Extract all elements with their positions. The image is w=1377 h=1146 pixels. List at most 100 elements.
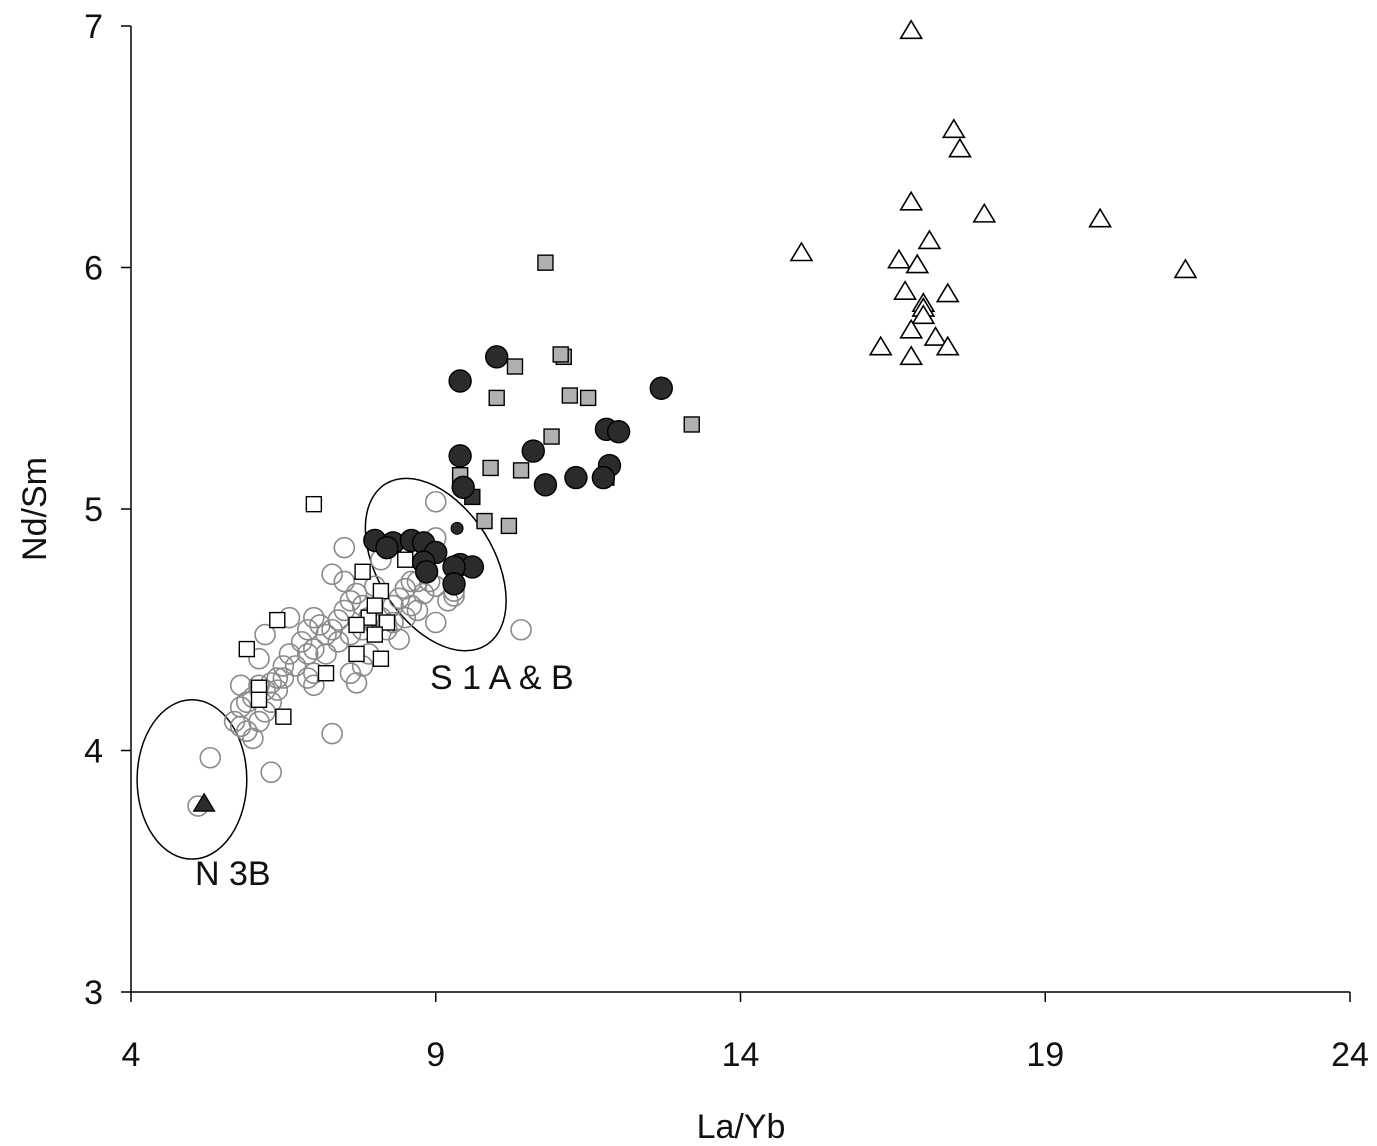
data-point-circle-open-grey [303, 638, 325, 660]
data-point-square-open [269, 611, 286, 629]
data-point-square-grey [543, 428, 560, 445]
y-tick-label: 5 [84, 491, 103, 529]
data-point-square-grey [537, 254, 554, 271]
data-point-circle-open-grey [394, 606, 417, 629]
data-point-circle-open-grey [278, 643, 301, 665]
data-point-triangle-open [948, 137, 972, 158]
data-point-square-open [372, 650, 390, 667]
data-point-circle-dark [649, 376, 673, 400]
data-point-square-open [378, 614, 396, 631]
x-tick-label: 24 [1331, 1036, 1369, 1074]
data-point-square-open [354, 563, 371, 580]
data-point-square-grey [476, 512, 493, 530]
data-point-triangle-open [893, 280, 917, 300]
data-point-circle-open-grey [424, 611, 447, 634]
data-point-triangle-open [789, 241, 814, 262]
data-point-circle-dark [442, 572, 466, 596]
data-point-circle-dark [521, 439, 545, 463]
data-marks [187, 19, 1198, 817]
data-point-triangle-open [905, 253, 930, 274]
data-point-triangle-open [1088, 207, 1113, 228]
data-point-circle-open-grey [345, 582, 368, 605]
data-point-circle-open-grey [229, 674, 252, 697]
data-point-circle-open-grey [321, 563, 343, 586]
data-point-square-open [372, 582, 390, 600]
data-point-circle-open-grey [296, 618, 319, 641]
data-point-square-open [250, 691, 268, 708]
data-point-circle-open-grey [290, 631, 313, 653]
data-point-circle-dark [414, 560, 439, 584]
data-point-circle-open-grey [284, 655, 307, 677]
data-point-square-open [348, 645, 365, 663]
data-point-circle-open-grey [266, 667, 289, 689]
data-point-circle-open-grey [272, 667, 295, 689]
data-point-triangle-open [923, 325, 948, 346]
data-point-square-open [397, 551, 414, 568]
x-axis-title: La/Yb [697, 1108, 786, 1146]
data-point-circle-open-grey [424, 490, 447, 513]
x-tick-label: 9 [426, 1036, 445, 1074]
group-ellipse [136, 699, 248, 860]
data-point-square-open [317, 665, 335, 682]
data-point-square-grey [561, 387, 579, 404]
data-point-circle-open-grey [303, 606, 325, 629]
data-point-square-grey [512, 462, 530, 479]
data-point-circle-dark [451, 475, 475, 499]
data-point-circle-open-grey [321, 722, 343, 745]
data-point-circle-open-grey [333, 570, 356, 593]
data-point-circle-open-grey [333, 536, 356, 559]
data-point-square-grey [683, 416, 700, 433]
data-point-circle-dark [606, 420, 631, 444]
data-point-circle-open-grey [248, 647, 270, 670]
data-point-triangle-open [899, 190, 924, 211]
data-point-triangle-open [899, 318, 924, 339]
data-point-circle-dark [448, 369, 472, 393]
data-point-circle-dark [591, 465, 616, 490]
data-point-square-open [348, 616, 365, 634]
data-point-triangle-open [887, 248, 911, 269]
data-point-triangle-open [899, 19, 924, 40]
y-tick-label: 4 [84, 733, 103, 771]
data-point-circle-open-grey [412, 582, 435, 605]
data-point-circle-open-grey [296, 643, 319, 665]
y-tick-label: 3 [84, 974, 103, 1012]
data-point-circle-open-grey [272, 655, 295, 677]
data-point-triangle-open [911, 304, 936, 325]
data-point-square-grey [579, 389, 597, 407]
data-point-triangle-open [1173, 258, 1198, 279]
data-point-circle-open-grey [254, 623, 276, 646]
y-axis-title: Nd/Sm [16, 457, 54, 561]
data-point-circle-open-grey [309, 614, 331, 636]
annotation-n3b: N 3B [195, 855, 271, 893]
data-point-square-open [305, 495, 323, 513]
data-point-square-grey [488, 389, 505, 407]
data-point-circle-dark [533, 473, 558, 497]
data-point-triangle-open [941, 118, 966, 139]
data-point-circle-dark [485, 345, 509, 369]
data-point-triangle-open [935, 335, 960, 356]
data-point-triangle-open [899, 345, 924, 366]
data-point-triangle-dark [192, 792, 216, 812]
data-point-square-open [366, 626, 383, 643]
data-point-circle-dark [564, 465, 588, 490]
data-point-circle-open-grey [388, 628, 410, 651]
x-tick-label: 14 [722, 1036, 760, 1074]
data-point-circle-open-grey [510, 618, 532, 641]
data-point-circle-open-grey [266, 679, 289, 701]
data-point-triangle-open [917, 229, 942, 250]
data-point-square-grey [500, 517, 518, 535]
data-point-triangle-open [972, 202, 997, 223]
data-point-triangle-open [868, 335, 893, 356]
x-tick-label: 4 [122, 1036, 141, 1074]
data-point-circle-dark-small [450, 521, 464, 535]
x-tick-label: 19 [1026, 1036, 1064, 1074]
y-tick-label: 7 [84, 8, 103, 46]
data-point-circle-open-grey [296, 667, 319, 689]
data-point-square-open [275, 708, 292, 725]
data-point-square-grey [552, 346, 569, 363]
data-point-square-grey [482, 459, 499, 477]
data-point-circle-open-grey [303, 674, 325, 697]
data-point-square-grey [506, 358, 524, 375]
